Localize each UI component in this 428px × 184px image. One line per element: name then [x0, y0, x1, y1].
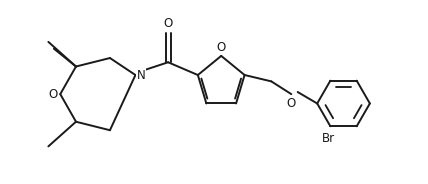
Text: O: O [287, 97, 296, 110]
Text: O: O [217, 41, 226, 54]
Text: O: O [163, 17, 173, 30]
Text: Br: Br [322, 132, 335, 145]
Text: N: N [137, 68, 146, 82]
Text: O: O [48, 88, 57, 101]
